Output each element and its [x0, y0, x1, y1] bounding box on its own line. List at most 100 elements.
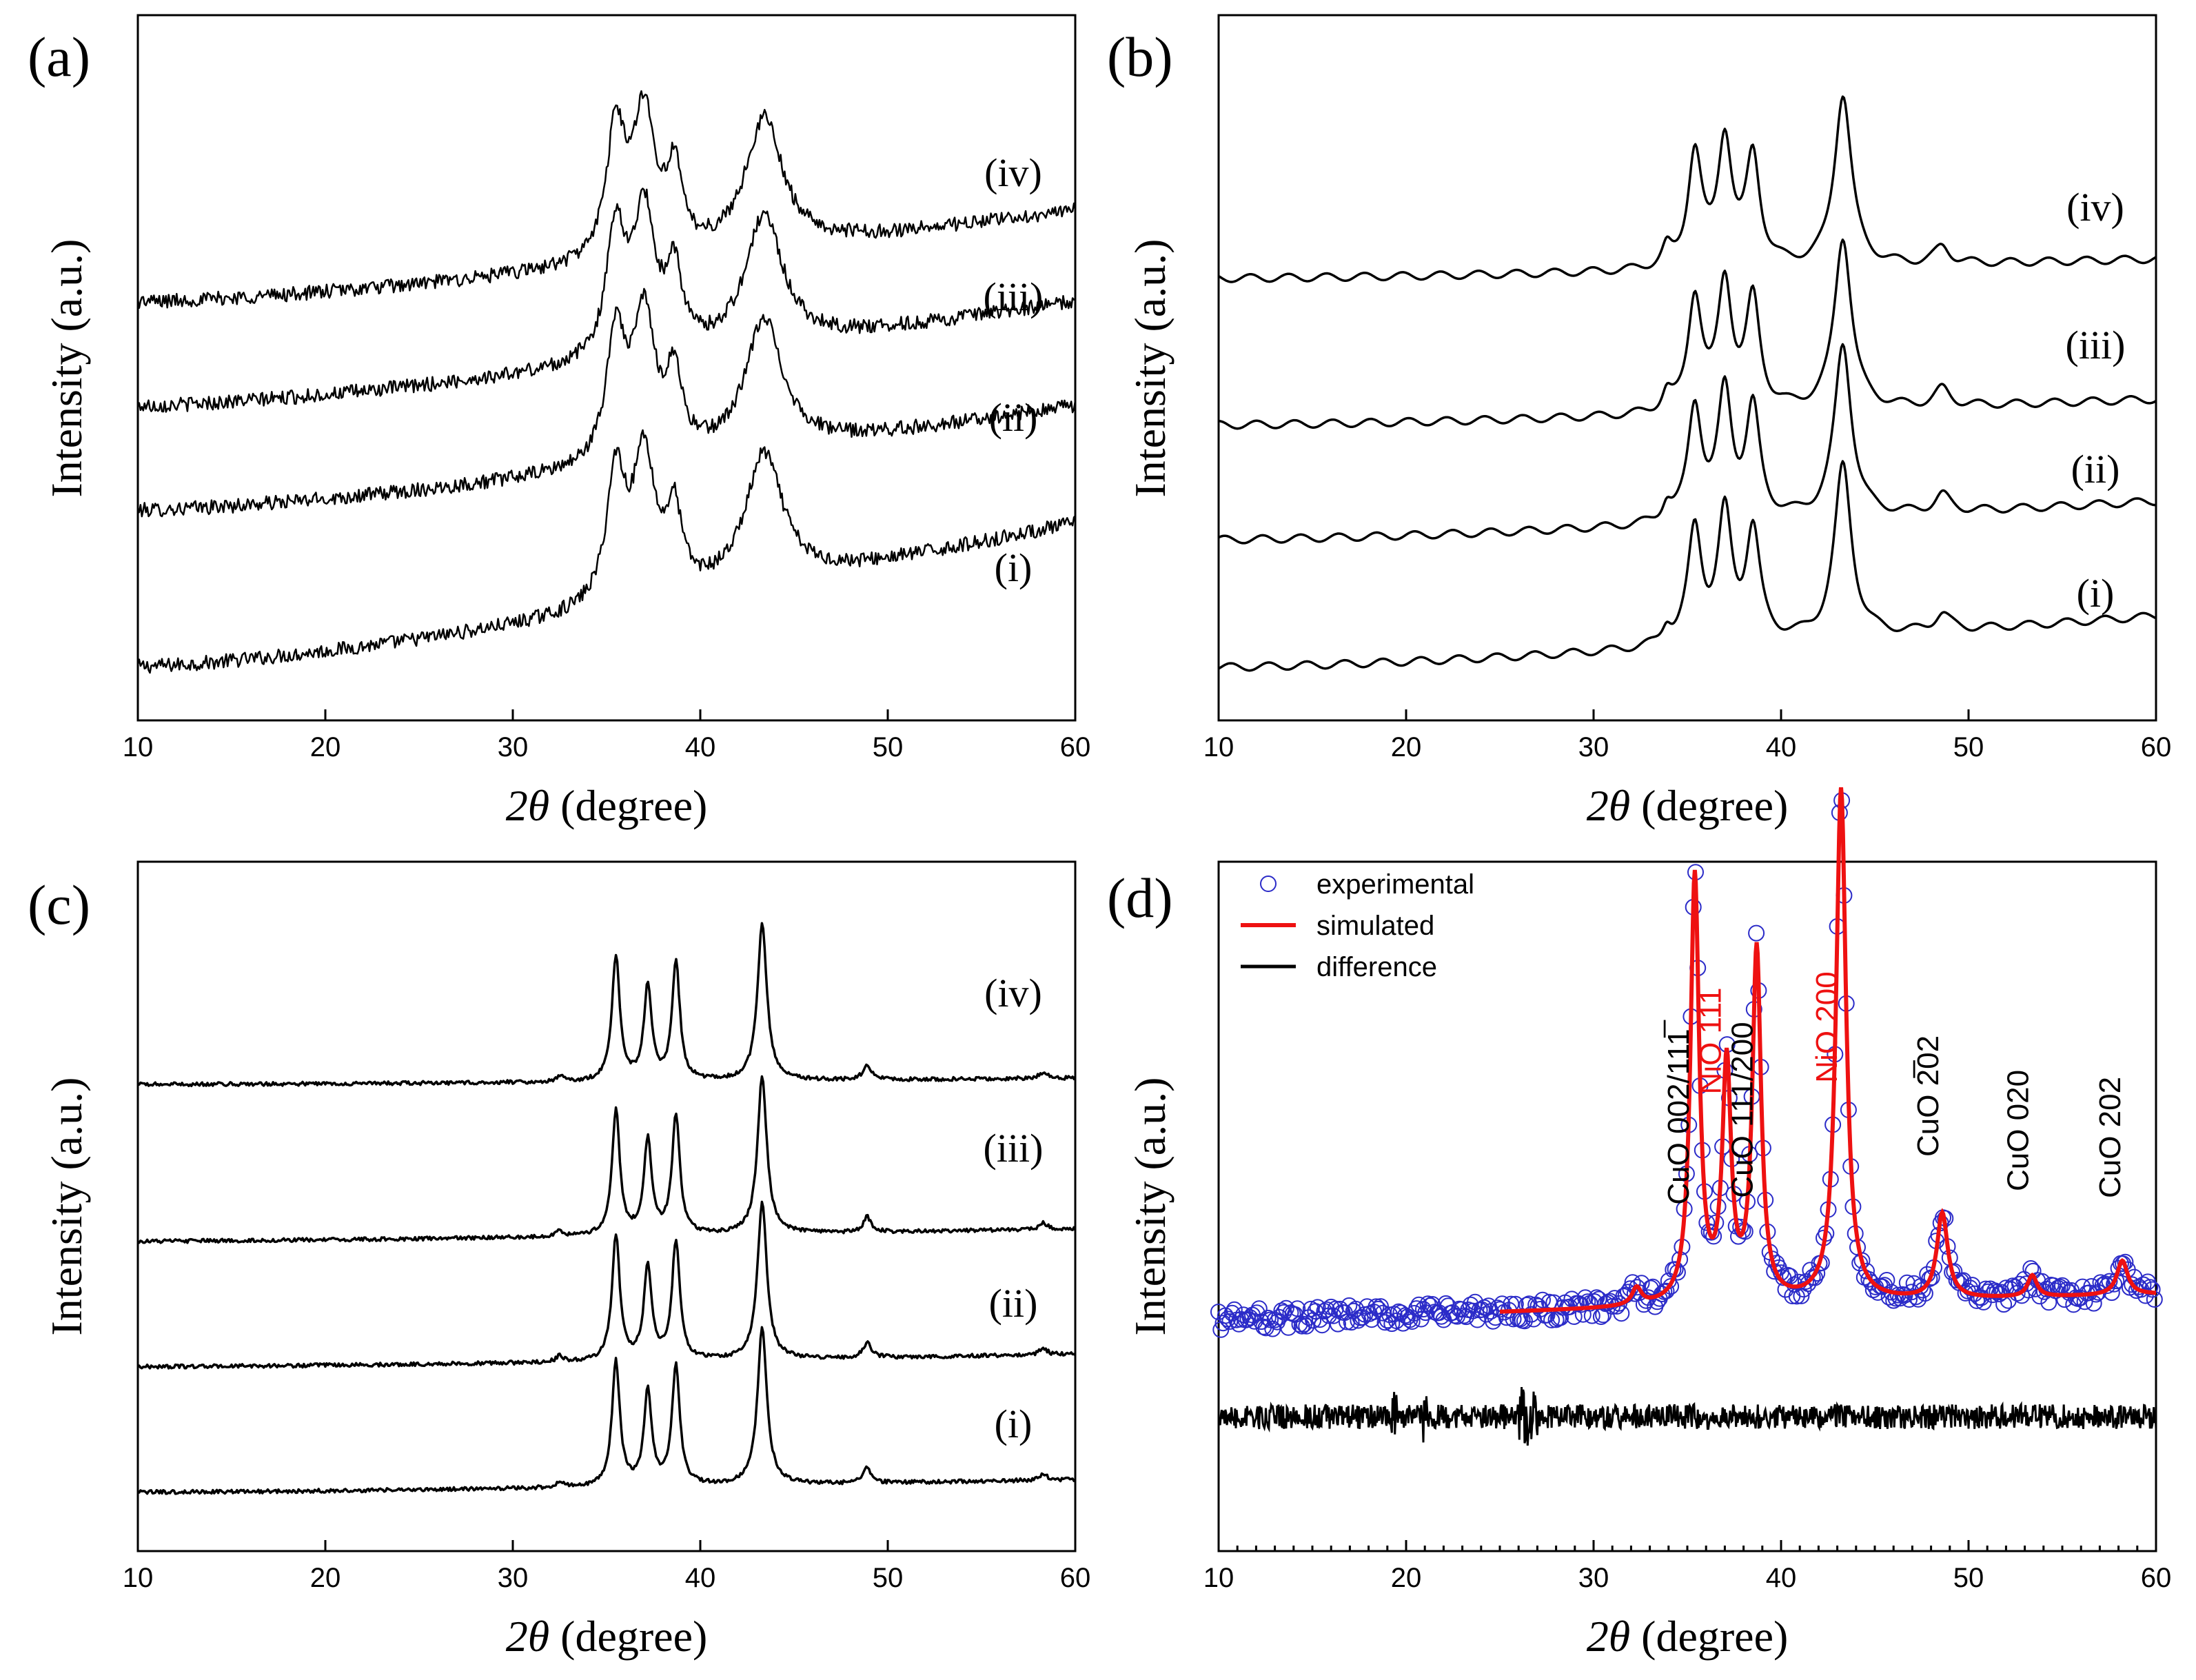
legend-marker-experimental — [1260, 876, 1277, 892]
series-layer — [1218, 95, 2157, 672]
x-tick-label: 50 — [1953, 732, 1984, 762]
plot-frame — [136, 860, 1077, 1552]
x-tick-label: 10 — [123, 732, 154, 762]
experimental-point — [1705, 1228, 1722, 1245]
experimental-point — [1663, 1278, 1680, 1295]
experimental-point — [1325, 1307, 1342, 1324]
panel-a: (a) Intensity (a.u.) 2θ (degree) 10 20 30 4… — [28, 14, 1091, 830]
series-layer — [1210, 787, 2163, 1446]
panel-c: (c) Intensity (a.u.) 2θ (degree) 10 20 30 4… — [28, 860, 1091, 1661]
x-tick-label: 60 — [1060, 1563, 1091, 1593]
series-line — [1218, 239, 2157, 430]
experimental-point — [2115, 1255, 2132, 1273]
x-tick-label: 40 — [1766, 1563, 1797, 1593]
panel-letter: (c) — [28, 873, 90, 936]
legend-label: difference — [1316, 952, 1437, 982]
panel-b: (b) Intensity (a.u.) 2θ (degree) 10 20 30 4… — [1107, 14, 2172, 830]
experimental-point — [1464, 1302, 1481, 1319]
experimental-point — [1239, 1310, 1257, 1328]
series-label: (iii) — [984, 274, 1044, 319]
experimental-point — [1538, 1306, 1556, 1324]
experimental-point — [1748, 924, 1765, 942]
x-tick-label: 50 — [1953, 1563, 1984, 1593]
x-tick-label: 60 — [1060, 732, 1091, 762]
series-layer — [136, 922, 1077, 1495]
x-tick-label: 20 — [310, 732, 341, 762]
experimental-point — [1370, 1300, 1387, 1317]
series-label: (ii) — [989, 395, 1038, 440]
series-label: (iv) — [2066, 185, 2124, 230]
peak-annotation: NiO 111 — [1694, 988, 1727, 1095]
series-label: (ii) — [2071, 447, 2120, 492]
experimental-point — [1782, 1268, 1799, 1285]
x-tick-label: 30 — [1578, 1563, 1609, 1593]
x-ticks: 10 20 30 40 50 60 — [123, 709, 1091, 762]
experimental-point — [1858, 1262, 1875, 1279]
experimental-point — [1372, 1298, 1389, 1315]
experimental-point — [1613, 1305, 1630, 1322]
experimental-point — [2124, 1276, 2141, 1293]
series-label: (i) — [2077, 571, 2115, 616]
plot-frame — [1217, 14, 2157, 722]
legend: experimental simulated difference — [1241, 869, 1474, 982]
x-tick-label: 20 — [310, 1563, 341, 1593]
legend-label: simulated — [1316, 911, 1434, 941]
peak-annotation: CuO 002/111̅ — [1662, 1020, 1696, 1204]
experimental-point — [1907, 1288, 1924, 1306]
experimental-point — [1262, 1311, 1279, 1328]
experimental-point — [1543, 1311, 1560, 1328]
series-label: (iv) — [984, 971, 1042, 1015]
x-tick-label: 60 — [2141, 1563, 2172, 1593]
experimental-point — [1293, 1317, 1310, 1335]
series-line — [137, 188, 1076, 413]
peak-annotation: CuO 2̅02 — [1911, 1035, 1945, 1157]
experimental-point — [1702, 1224, 1720, 1241]
experimental-point — [1424, 1296, 1441, 1313]
series-label: (iii) — [984, 1126, 1044, 1171]
plot-frame — [136, 14, 1077, 722]
x-tick-label: 30 — [1578, 732, 1609, 762]
labels-layer: (i) (ii) (iii) (iv) — [2066, 185, 2126, 616]
x-tick-label: 10 — [1203, 1563, 1234, 1593]
experimental-point — [1385, 1306, 1403, 1323]
experimental-point — [2142, 1279, 2159, 1296]
experimental-point — [2137, 1287, 2154, 1304]
x-tick-label: 20 — [1391, 1563, 1422, 1593]
experimental-point — [1248, 1304, 1265, 1322]
series-line — [138, 1326, 1077, 1495]
experimental-point — [1259, 1309, 1277, 1326]
y-axis-label: Intensity (a.u.) — [42, 1077, 91, 1336]
series-line — [1218, 343, 2157, 545]
series-line — [137, 922, 1077, 1088]
series-line — [136, 90, 1077, 310]
x-tick-label: 50 — [873, 1563, 904, 1593]
experimental-point — [1986, 1282, 2004, 1299]
x-tick-label: 40 — [1766, 732, 1797, 762]
experimental-point — [1214, 1315, 1232, 1332]
experimental-point — [1516, 1313, 1533, 1330]
x-ticks: 10 20 30 40 50 60 — [123, 1540, 1091, 1593]
panel-letter: (b) — [1107, 26, 1173, 88]
series-line — [136, 429, 1076, 674]
y-axis-label: Intensity (a.u.) — [1126, 239, 1175, 498]
x-axis-label: 2θ (degree) — [506, 781, 708, 830]
series-line — [1218, 460, 2157, 672]
experimental-point — [1878, 1272, 1895, 1288]
series-label: (iii) — [2066, 323, 2126, 367]
experimental-point — [1980, 1283, 1997, 1300]
x-tick-label: 20 — [1391, 732, 1422, 762]
peak-annotation: CuO 111/200 — [1726, 1022, 1760, 1197]
series-line — [136, 1075, 1077, 1244]
x-axis-label: 2θ (degree) — [506, 1612, 708, 1661]
panel-letter: (a) — [28, 26, 90, 88]
x-tick-label: 60 — [2141, 732, 2172, 762]
experimental-point — [2017, 1275, 2035, 1293]
panel-letter: (d) — [1107, 867, 1173, 929]
x-tick-label: 40 — [685, 732, 716, 762]
experimental-point — [1921, 1271, 1938, 1287]
experimental-point — [1577, 1289, 1594, 1306]
series-label: (ii) — [989, 1281, 1038, 1326]
experimental-point — [1795, 1281, 1812, 1298]
labels-layer: (i) (ii) (iii) (iv) — [984, 150, 1044, 590]
